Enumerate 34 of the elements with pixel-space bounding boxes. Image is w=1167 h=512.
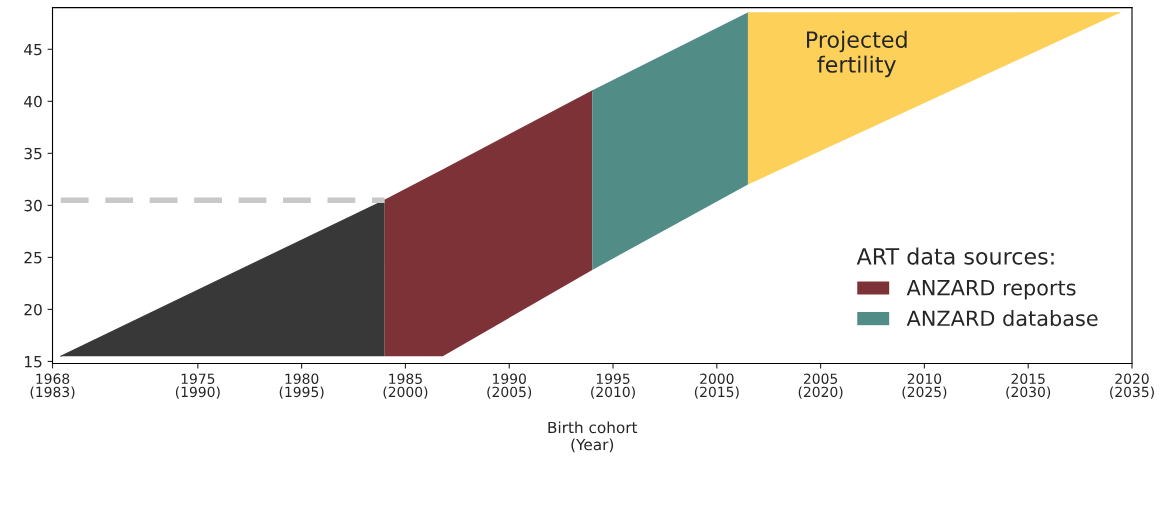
x2-tick-label: (2010) xyxy=(591,386,635,399)
y-tick-label: 30 xyxy=(24,199,42,212)
x-tick-label: 1975 xyxy=(181,373,215,384)
legend-label: ANZARD database xyxy=(906,310,1098,327)
legend-label: ANZARD reports xyxy=(906,280,1076,300)
x-tick-label: 2010 xyxy=(907,373,942,384)
x-tick-label: 1990 xyxy=(493,373,526,384)
x-tick-label: 1968 xyxy=(36,373,70,384)
x2-tick-label: (2025) xyxy=(902,386,947,399)
x-axis-title: Birth cohort (Year) xyxy=(548,421,638,453)
x-tick-label: 2005 xyxy=(803,373,838,384)
x2-tick-label: (2030) xyxy=(1006,386,1051,399)
x-tick-label: 1985 xyxy=(389,373,422,384)
x2-tick-label: (2035) xyxy=(1110,386,1154,399)
x-tick-label: 1995 xyxy=(596,373,630,384)
x2-tick-label: (1990) xyxy=(175,386,220,399)
x-tick-label: 2020 xyxy=(1115,373,1149,384)
y-tick-label: 15 xyxy=(25,356,42,368)
x-tick-label: 2015 xyxy=(1011,373,1045,384)
y-tick-label: 45 xyxy=(24,43,42,56)
annotation: Projected fertility xyxy=(807,30,907,78)
y-tick-label: 35 xyxy=(24,147,42,160)
x2-tick-label: (1983) xyxy=(30,386,75,399)
legend-title: ART data sources: xyxy=(856,247,1054,265)
y-tick-label: 40 xyxy=(24,95,42,108)
x-tick-label: 2000 xyxy=(700,373,734,384)
x2-tick-label: (1995) xyxy=(279,386,324,399)
x-tick-label: 1980 xyxy=(285,373,319,384)
y-tick-label: 20 xyxy=(24,303,42,316)
x2-tick-label: (2005) xyxy=(487,386,532,399)
x2-tick-label: (2020) xyxy=(798,386,843,399)
y-tick-label: 25 xyxy=(24,251,42,264)
x2-tick-label: (2000) xyxy=(383,386,428,399)
x2-tick-label: (2015) xyxy=(694,386,739,399)
